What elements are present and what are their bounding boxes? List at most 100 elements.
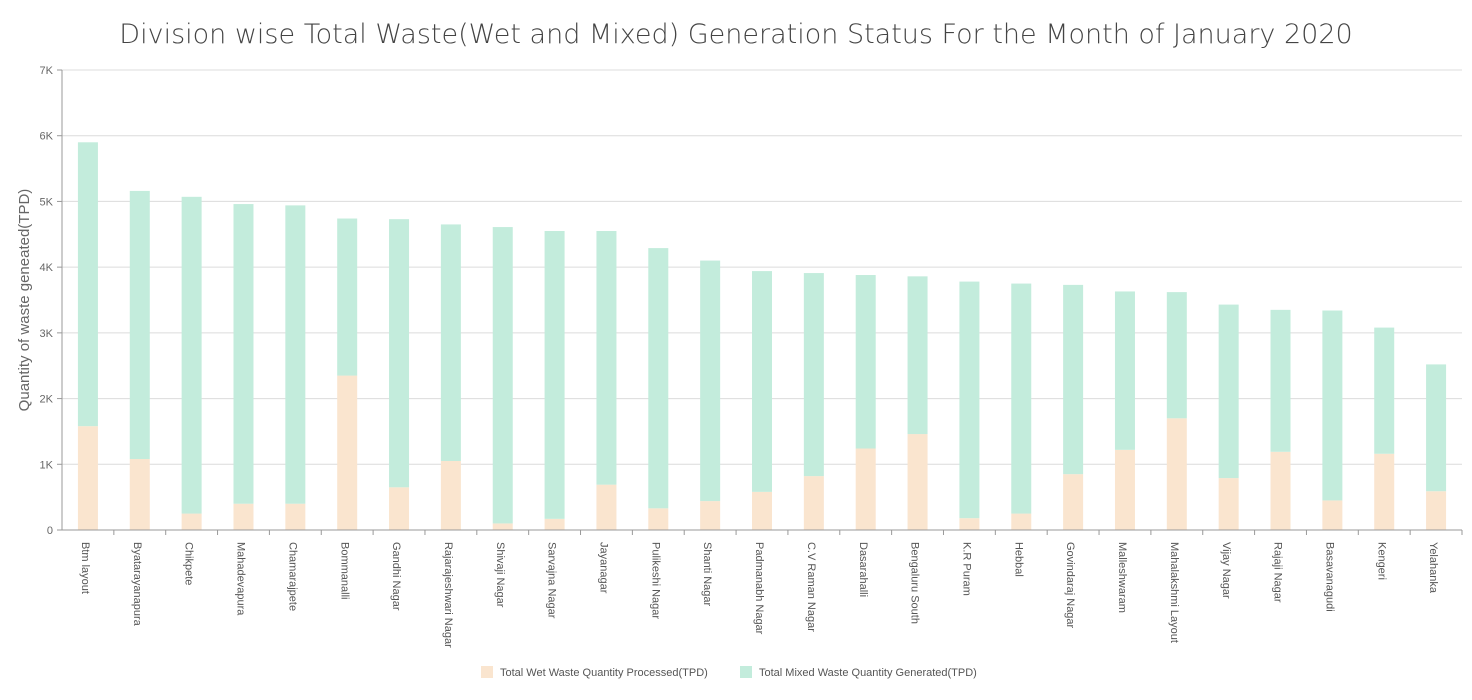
x-tick-label: Yelahanka [1427, 542, 1439, 594]
bar-wet-processed [544, 518, 565, 530]
y-tick-label: 4K [40, 262, 54, 274]
bars [77, 142, 1447, 530]
x-tick-label: Sarvajna Nagar [546, 542, 558, 619]
bar-mixed-generated [1426, 364, 1447, 492]
bar-wet-processed [285, 503, 306, 530]
x-tick-label: Gandhi Nagar [390, 542, 402, 611]
x-tick-label: Kengeri [1375, 542, 1387, 580]
x-tick-label: K.R Puram [961, 542, 973, 596]
y-axis-label: Quantity of waste geneated(TPD) [16, 189, 33, 412]
x-tick-label: Chikpete [183, 542, 195, 585]
x-tick-label: Mahalakshmi Layout [1168, 542, 1180, 643]
x-tick-label: Bommanalli [338, 542, 350, 599]
x-tick-label: Shivaji Nagar [494, 542, 506, 608]
legend: Total Wet Waste Quantity Processed(TPD) T… [481, 666, 977, 679]
chart-title: Division wise Total Waste(Wet and Mixed)… [119, 19, 1352, 50]
bar-wet-processed [77, 426, 98, 530]
bar-wet-processed [855, 448, 876, 530]
x-tick-label: Pulikeshi Nagar [649, 542, 661, 619]
bar-wet-processed [1063, 474, 1084, 530]
x-tick-label: Basavanagudi [1323, 542, 1335, 612]
x-tick-label: Hebbal [1012, 542, 1024, 577]
x-tick-label: Dasarahalli [857, 542, 869, 597]
x-tick-label: Shanti Nagar [701, 542, 713, 607]
bar-mixed-generated [959, 281, 980, 519]
x-tick-label: Byatarayanapura [131, 542, 143, 627]
legend-label: Total Wet Waste Quantity Processed(TPD) [500, 667, 708, 679]
y-tick-label: 7K [40, 65, 54, 77]
bar-mixed-generated [1322, 310, 1343, 501]
bar-mixed-generated [700, 260, 721, 502]
x-tick-label: Chamarajpete [286, 542, 298, 611]
x-tick-label: Malleshwaram [1116, 542, 1128, 613]
x-tick-label: Bengaluru South [909, 542, 921, 624]
y-tick-label: 1K [40, 459, 54, 471]
bar-mixed-generated [77, 142, 98, 427]
bar-mixed-generated [389, 219, 410, 488]
x-tick-label: Govindaraj Nagar [1064, 542, 1076, 629]
bar-mixed-generated [492, 227, 513, 524]
bar-wet-processed [959, 518, 980, 530]
x-tick-label: Padmanabh Nagar [753, 542, 765, 635]
x-tick-label: Jayanagar [598, 542, 610, 594]
bar-wet-processed [648, 508, 669, 530]
bar-mixed-generated [337, 218, 358, 376]
bar-wet-processed [440, 461, 461, 530]
bar-mixed-generated [1218, 304, 1239, 479]
legend-item-mixed-generated[interactable]: Total Mixed Waste Quantity Generated(TPD… [740, 666, 977, 679]
bar-wet-processed [181, 513, 202, 530]
bar-wet-processed [129, 459, 150, 530]
x-tick-label: Btm layout [79, 542, 91, 594]
bar-wet-processed [752, 491, 772, 530]
bar-mixed-generated [440, 224, 461, 461]
bar-mixed-generated [648, 248, 669, 509]
bar-wet-processed [700, 501, 721, 530]
x-tick-label: Mahadevapura [235, 542, 247, 616]
bar-mixed-generated [855, 275, 876, 449]
bar-wet-processed [1322, 500, 1343, 530]
bar-wet-processed [1011, 513, 1032, 530]
bar-wet-processed [1218, 478, 1239, 530]
bar-mixed-generated [1063, 284, 1084, 475]
x-tick-label: Rajaji Nagar [1272, 542, 1284, 603]
bar-wet-processed [1114, 449, 1135, 530]
bar-mixed-generated [803, 273, 824, 477]
bar-mixed-generated [129, 190, 150, 460]
x-tick-label: Rajarajeshwari Nagar [442, 542, 454, 648]
bar-wet-processed [803, 476, 824, 530]
bar-wet-processed [907, 434, 928, 530]
bar-wet-processed [492, 523, 513, 530]
bar-wet-processed [1374, 453, 1395, 530]
bar-wet-processed [337, 375, 358, 530]
bar-mixed-generated [752, 271, 772, 492]
bar-mixed-generated [285, 205, 306, 504]
bar-mixed-generated [1374, 327, 1395, 454]
bar-mixed-generated [1011, 283, 1032, 514]
y-tick-label: 2K [40, 394, 54, 406]
bar-wet-processed [233, 503, 254, 530]
bar-mixed-generated [1114, 291, 1135, 450]
legend-swatch [481, 666, 493, 678]
bar-mixed-generated [1166, 292, 1187, 419]
y-axis: 0 1K 2K 3K 4K 5K 6K 7K [40, 65, 63, 537]
bar-mixed-generated [907, 276, 928, 435]
legend-swatch [740, 666, 752, 678]
bar-mixed-generated [544, 231, 565, 519]
bar-wet-processed [596, 484, 617, 530]
y-tick-label: 3K [40, 328, 54, 340]
legend-label: Total Mixed Waste Quantity Generated(TPD… [759, 667, 977, 679]
y-tick-label: 6K [40, 131, 54, 143]
x-tick-label: C.V Raman Nagar [805, 542, 817, 632]
bar-mixed-generated [1270, 309, 1291, 452]
bar-wet-processed [1426, 491, 1447, 530]
bar-mixed-generated [233, 204, 254, 504]
x-axis: Btm layout Byatarayanapura Chikpete Mahadev… [62, 529, 1463, 648]
legend-item-wet-processed[interactable]: Total Wet Waste Quantity Processed(TPD) [481, 666, 708, 679]
y-tick-label: 5K [40, 196, 54, 208]
bar-wet-processed [389, 487, 410, 530]
y-tick-label: 0 [47, 525, 53, 537]
bar-mixed-generated [596, 231, 617, 485]
x-tick-label: Vijay Nagar [1220, 542, 1232, 599]
bar-wet-processed [1270, 451, 1291, 530]
